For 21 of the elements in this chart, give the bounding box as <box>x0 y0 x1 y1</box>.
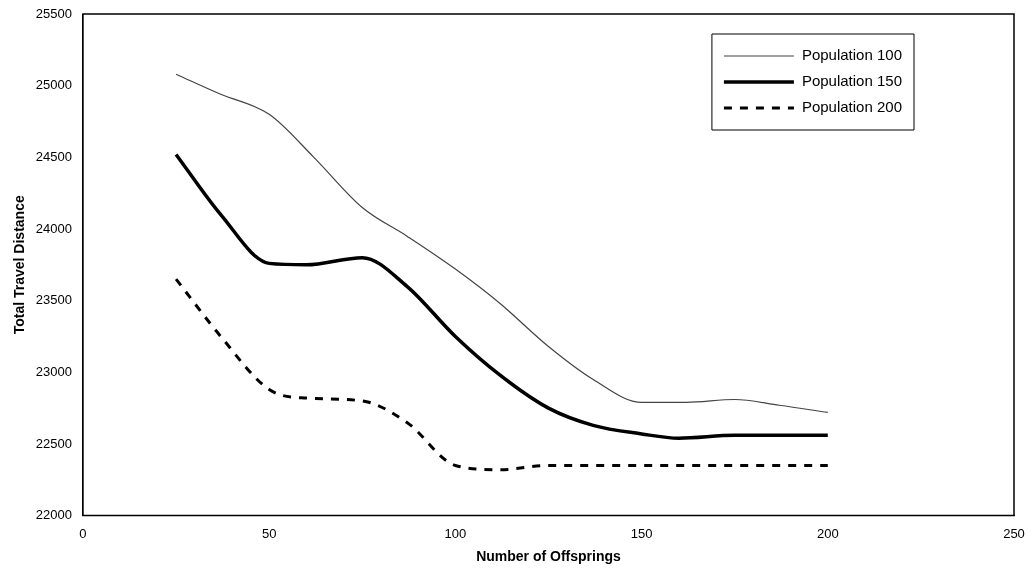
x-tick-label: 100 <box>444 525 467 541</box>
y-tick-label: 24500 <box>35 148 72 164</box>
y-axis-title: Total Travel Distance <box>11 195 28 335</box>
x-tick-label: 150 <box>630 525 653 541</box>
y-tick-label: 24000 <box>35 220 72 236</box>
x-tick-label: 50 <box>261 525 277 541</box>
legend-label: Population 100 <box>801 46 903 64</box>
x-tick-label: 200 <box>816 525 839 541</box>
legend-label: Population 150 <box>801 72 903 90</box>
line-series <box>174 277 830 472</box>
y-tick-label: 23500 <box>35 292 72 308</box>
y-tick-label: 25500 <box>35 5 72 21</box>
line-series <box>174 152 830 440</box>
y-tick-label: 25000 <box>35 77 72 93</box>
y-tick-label: 22500 <box>35 435 72 451</box>
x-tick-label: 0 <box>79 525 87 541</box>
x-tick-label: 250 <box>1003 525 1025 541</box>
y-tick-label: 22000 <box>35 507 72 523</box>
legend-label: Population 200 <box>801 98 903 116</box>
x-axis-title: Number of Offsprings <box>476 548 622 565</box>
y-tick-label: 23000 <box>35 363 72 379</box>
